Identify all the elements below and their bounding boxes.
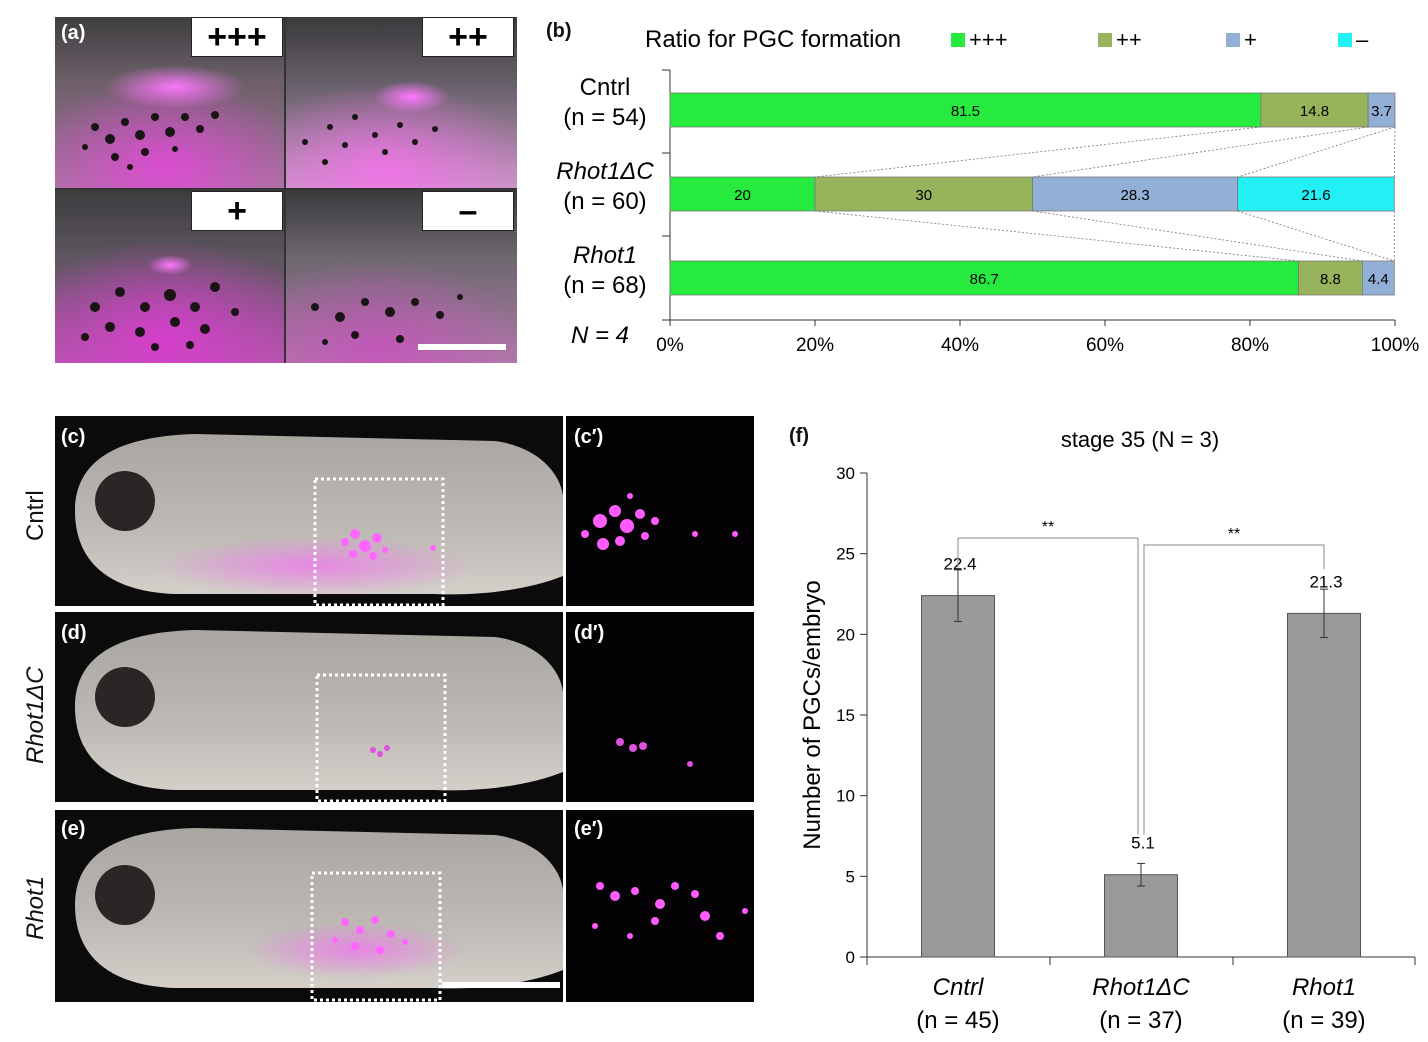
bar-label-1-1: 30 <box>915 187 932 204</box>
bar-label-2-1: 8.8 <box>1320 271 1341 288</box>
connector-1-1 <box>814 210 1299 262</box>
photo-c-prime <box>566 416 754 606</box>
chart-f-y-tick-label-1: 5 <box>846 867 855 886</box>
chart-f-value-label-1: 5.1 <box>1131 834 1155 853</box>
chart-b-category-n-2: (n = 68) <box>563 272 646 299</box>
chart-b-category-1: Rhot1ΔC <box>556 158 654 185</box>
legend-swatch-1 <box>1098 33 1112 47</box>
chart-f-title: stage 35 (N = 3) <box>1061 427 1219 452</box>
connector-0-2 <box>1032 126 1369 178</box>
legend-swatch-3 <box>1338 33 1352 47</box>
chart-b-category-2: Rhot1 <box>573 242 637 269</box>
chart-f-y-tick-label-4: 20 <box>836 625 855 644</box>
panel-letter-d-prime: (d′) <box>574 622 605 644</box>
chart-f-bar-2 <box>1287 612 1361 958</box>
chart-f-category-1: Rhot1ΔC <box>1092 974 1190 1001</box>
chart-f-y-tick-label-0: 0 <box>846 948 855 967</box>
connector-0-4 <box>1393 126 1396 178</box>
bar-segment-2-1 <box>1298 260 1363 296</box>
bar-label-0-0: 81.5 <box>951 103 980 120</box>
chart-f-y-tick-label-5: 25 <box>836 545 855 564</box>
chart-f-category-n-1: (n = 37) <box>1099 1007 1182 1034</box>
significance-label-0: ** <box>1042 519 1054 536</box>
bar-label-0-2: 3.7 <box>1371 103 1392 120</box>
significance-bracket-1 <box>1143 544 1325 835</box>
bar-segment-1-3 <box>1237 176 1395 212</box>
bar-label-1-3: 21.6 <box>1301 187 1330 204</box>
chart-f-bar-chart: stage 35 (N = 3) 0 5 10 15 20 25 30 Number of PG… <box>799 427 1416 1034</box>
chart-b-x-tick-label-2: 40% <box>941 335 979 356</box>
scale-bar-e <box>442 982 560 988</box>
chart-f-y-tick-label-3: 15 <box>836 706 855 725</box>
grade-label-plus3: +++ <box>191 17 283 57</box>
legend-label-0: +++ <box>969 27 1008 52</box>
panel-letter-d: (d) <box>61 622 87 644</box>
chart-b-title: Ratio for PGC formation <box>645 26 901 53</box>
chart-b-x-tick-label-1: 20% <box>796 335 834 356</box>
embryo-drawings <box>75 416 748 1002</box>
chart-f-value-label-0: 22.4 <box>943 555 976 574</box>
connector-0-3 <box>1237 126 1396 178</box>
scale-bar-a <box>418 344 506 350</box>
bar-label-1-2: 28.3 <box>1120 187 1149 204</box>
chart-f-y-tick-label-6: 30 <box>836 464 855 483</box>
panel-letter-a: (a) <box>61 22 86 44</box>
bar-segment-1-2 <box>1032 176 1239 212</box>
bar-segment-2-0 <box>669 260 1299 296</box>
bar-label-0-1: 14.8 <box>1300 103 1329 120</box>
chart-b-x-tick-label-5: 100% <box>1371 335 1420 356</box>
connector-1-3 <box>1237 210 1395 262</box>
bar-segment-0-0 <box>669 92 1262 128</box>
melanophores <box>81 111 463 351</box>
panel-letter-c-prime: (c′) <box>574 426 604 448</box>
significance-label-1: ** <box>1228 526 1240 543</box>
panel-letter-c: (c) <box>61 426 86 448</box>
connector-0-1 <box>814 126 1261 178</box>
chart-f-bar-0 <box>921 595 995 958</box>
panel-letter-e-prime: (e′) <box>574 818 604 840</box>
legend-swatch-0 <box>951 33 965 47</box>
bar-label-2-2: 4.4 <box>1368 271 1389 288</box>
row-label-cntrl: Cntrl <box>22 490 49 541</box>
chart-b-n-total: N = 4 <box>571 322 629 349</box>
connector-1-2 <box>1032 210 1363 262</box>
chart-b-category-0: Cntrl <box>580 74 631 101</box>
chart-f-category-0: Cntrl <box>933 974 984 1001</box>
grade-label-minus: – <box>422 191 514 231</box>
chart-f-value-label-2: 21.3 <box>1309 572 1342 591</box>
legend-label-3: – <box>1356 27 1369 52</box>
row-label-rhot1: Rhot1 <box>22 875 49 940</box>
grade-label-plus1: + <box>191 191 283 231</box>
bar-label-2-0: 86.7 <box>970 271 999 288</box>
grade-label-plus2: ++ <box>422 17 514 57</box>
significance-bracket-0 <box>957 537 1139 835</box>
chart-f-category-n-0: (n = 45) <box>916 1007 999 1034</box>
legend-label-2: + <box>1244 27 1257 52</box>
chart-f-category-2: Rhot1 <box>1292 974 1356 1001</box>
chart-b-x-tick-label-0: 0% <box>656 335 684 356</box>
panel-letter-f: (f) <box>789 425 809 447</box>
bar-label-1-0: 20 <box>734 187 751 204</box>
chart-b-x-tick-label-3: 60% <box>1086 335 1124 356</box>
row-label-rhot1-delta-c: Rhot1ΔC <box>22 666 49 764</box>
chart-f-bar-1 <box>1104 874 1178 958</box>
chart-f-category-n-2: (n = 39) <box>1282 1007 1365 1034</box>
bar-segment-0-2 <box>1367 92 1396 128</box>
chart-b-x-tick-label-4: 80% <box>1231 335 1269 356</box>
panel-letter-e: (e) <box>61 818 86 840</box>
bar-segment-1-0 <box>669 176 816 212</box>
legend-label-1: ++ <box>1116 27 1142 52</box>
chart-f-ylabel: Number of PGCs/embryo <box>799 580 826 849</box>
chart-b-category-n-0: (n = 54) <box>563 104 646 131</box>
panel-a: (a) +++ ++ + – <box>55 17 517 363</box>
chart-b-stacked-bars: Ratio for PGC formation +++ ++ + –0% 20% 40% 60… <box>556 26 1420 356</box>
bar-segment-2-2 <box>1361 260 1395 296</box>
chart-b-category-n-1: (n = 60) <box>563 188 646 215</box>
panel-letter-b: (b) <box>546 20 572 42</box>
photo-d-prime <box>566 612 754 802</box>
legend-swatch-2 <box>1226 33 1240 47</box>
chart-f-y-tick-label-2: 10 <box>836 787 855 806</box>
bar-segment-1-1 <box>814 176 1033 212</box>
panel-cde: (c) (c′) (d) (d′) (e) (e′) <box>55 416 754 1002</box>
